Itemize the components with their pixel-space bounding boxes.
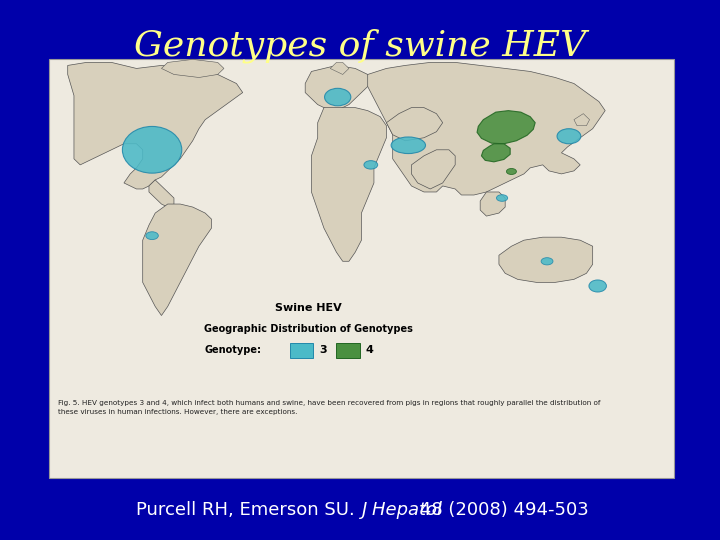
Ellipse shape (146, 232, 158, 240)
Polygon shape (480, 192, 505, 216)
Ellipse shape (557, 129, 581, 144)
Polygon shape (305, 65, 374, 111)
Text: 3: 3 (319, 345, 327, 355)
Polygon shape (143, 204, 212, 315)
Ellipse shape (589, 280, 606, 292)
Text: Geographic Distribution of Genotypes: Geographic Distribution of Genotypes (204, 324, 413, 334)
Polygon shape (161, 59, 224, 77)
Bar (289, 343, 313, 357)
Polygon shape (477, 111, 535, 144)
Ellipse shape (541, 258, 553, 265)
Ellipse shape (364, 160, 378, 169)
Text: Fig. 5. HEV genotypes 3 and 4, which infect both humans and swine, have been rec: Fig. 5. HEV genotypes 3 and 4, which inf… (58, 400, 600, 415)
Polygon shape (68, 63, 243, 189)
Polygon shape (482, 144, 510, 162)
Polygon shape (312, 107, 387, 261)
Bar (336, 343, 360, 357)
Polygon shape (574, 113, 590, 126)
Text: Genotypes of swine HEV: Genotypes of swine HEV (134, 29, 586, 63)
Polygon shape (411, 150, 455, 189)
Text: Genotype:: Genotype: (204, 345, 262, 355)
Polygon shape (499, 237, 593, 282)
Polygon shape (368, 63, 606, 195)
Text: Purcell RH, Emerson SU.: Purcell RH, Emerson SU. (135, 501, 360, 519)
Polygon shape (149, 180, 174, 207)
Ellipse shape (506, 168, 516, 174)
Ellipse shape (391, 137, 426, 153)
Ellipse shape (122, 126, 181, 173)
Polygon shape (330, 63, 349, 75)
Ellipse shape (325, 89, 351, 106)
Text: Swine HEV: Swine HEV (275, 303, 342, 313)
Text: 48 (2008) 494-503: 48 (2008) 494-503 (414, 501, 589, 519)
FancyBboxPatch shape (49, 59, 674, 478)
Ellipse shape (496, 195, 508, 201)
Text: 4: 4 (366, 345, 374, 355)
Polygon shape (387, 107, 443, 141)
Text: J Hepatol: J Hepatol (362, 501, 444, 519)
